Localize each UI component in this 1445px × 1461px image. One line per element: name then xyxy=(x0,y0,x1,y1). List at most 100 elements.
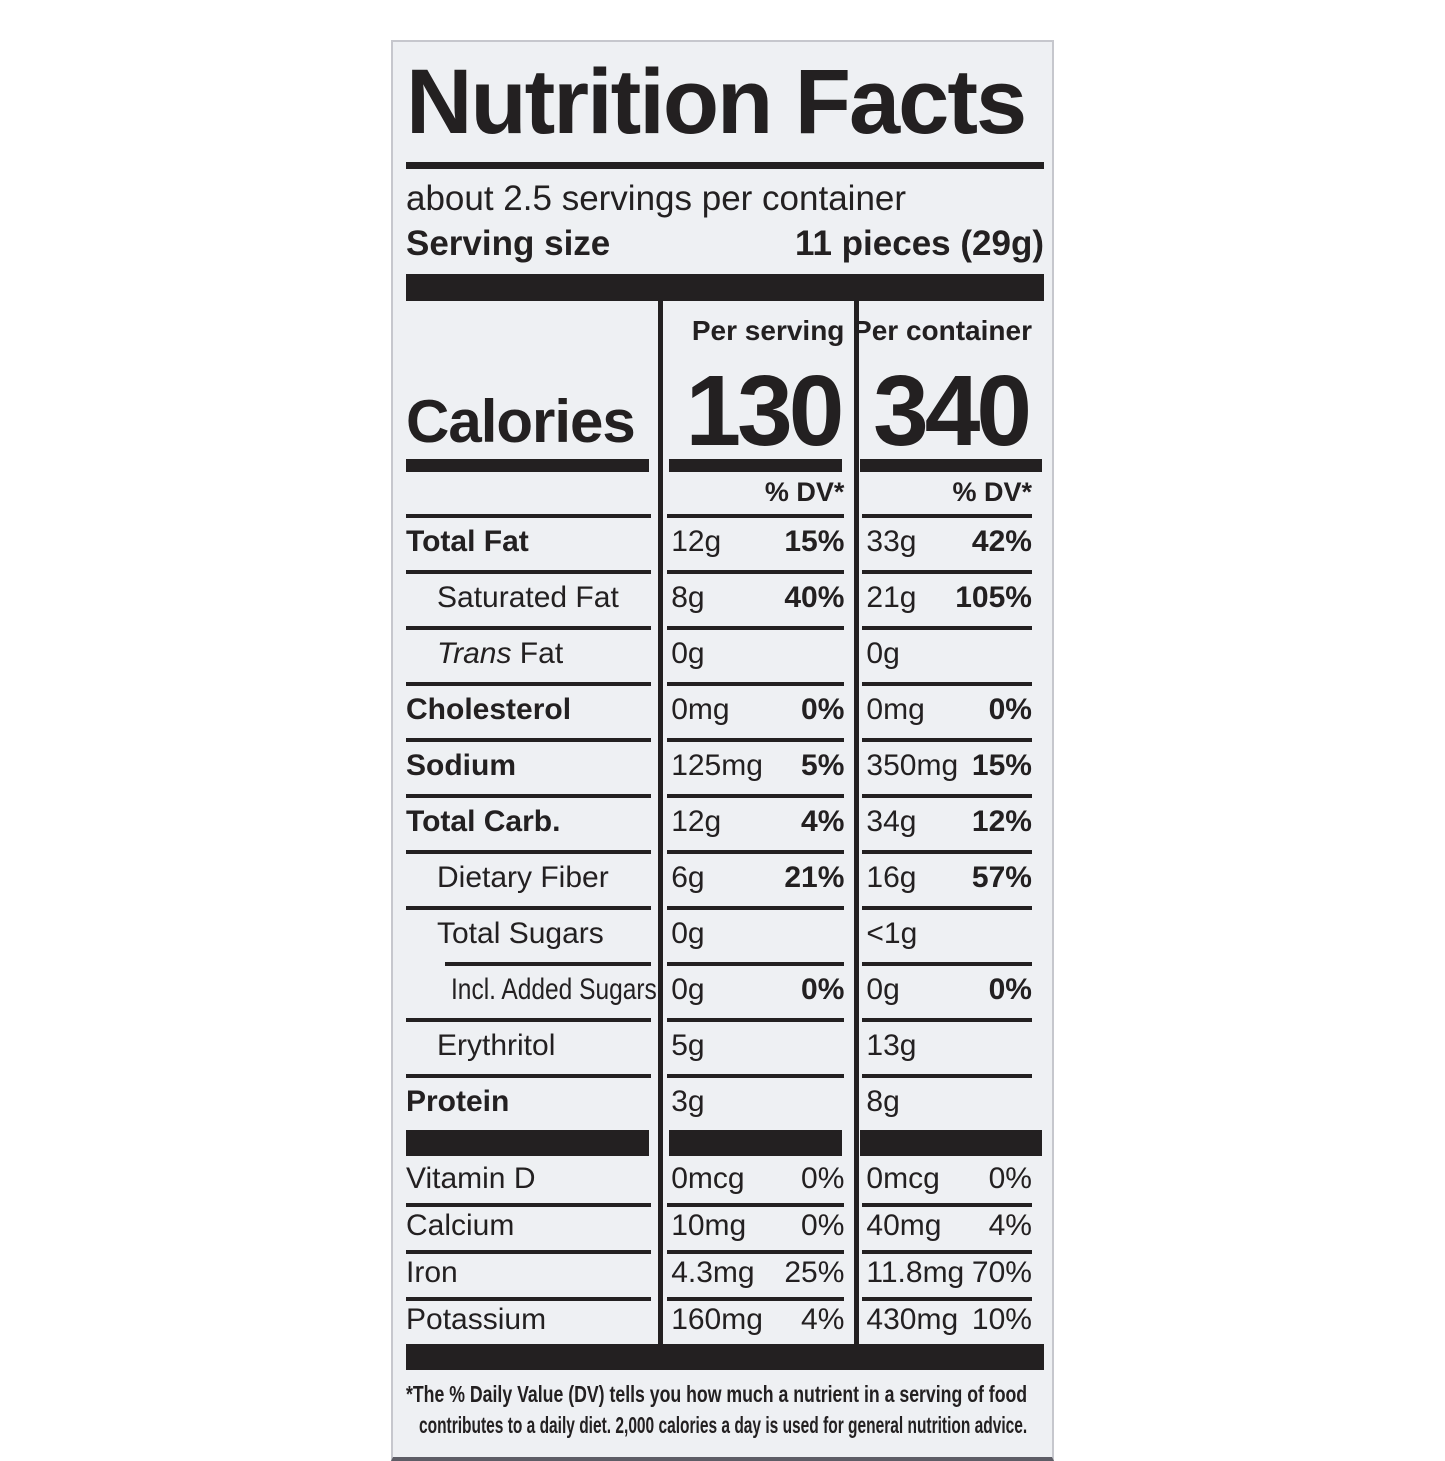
rule xyxy=(406,1073,652,1078)
rule xyxy=(667,1296,845,1301)
nutrient-row-trans-fat: Trans Fat 0g 0g xyxy=(406,625,1044,682)
amount: 11.8mg xyxy=(866,1256,965,1290)
rule xyxy=(667,849,845,854)
per-container-cell: 21g 105% xyxy=(856,569,1044,626)
rule xyxy=(862,513,1032,518)
per-serving-cell: 125mg 5% xyxy=(661,737,856,794)
nutrient-name: Calcium xyxy=(406,1209,515,1243)
per-serving-cell: 0mg 0% xyxy=(661,681,856,738)
daily-value: 0% xyxy=(801,972,845,1006)
daily-value: 25% xyxy=(784,1256,845,1290)
rule xyxy=(406,905,652,910)
bar-segment xyxy=(669,1129,843,1156)
nutrient-name: Cholesterol xyxy=(406,692,572,726)
amount: 10mg xyxy=(671,1209,747,1243)
daily-value: 0% xyxy=(988,692,1032,726)
daily-value: 105% xyxy=(955,580,1032,614)
nutrient-name: Incl. Added Sugars xyxy=(451,972,657,1006)
servings-per-container: about 2.5 servings per container xyxy=(406,178,907,218)
per-container-cell: 350mg 15% xyxy=(856,737,1044,794)
amount: 33g xyxy=(866,524,917,558)
per-container-cell: 430mg 10% xyxy=(856,1296,1044,1344)
rule xyxy=(406,681,652,686)
nutrient-name-cell: Erythritol xyxy=(406,1017,661,1074)
bar-segment xyxy=(406,458,650,472)
bar-segment xyxy=(860,458,1042,472)
nutrient-name: Total Sugars xyxy=(437,916,604,950)
dv-header-row: % DV* % DV* xyxy=(406,472,1044,514)
serving-size-row: Serving size 11 pieces (29g) xyxy=(406,224,1044,264)
amount: 0mcg xyxy=(866,1162,940,1196)
per-serving-cell: 4.3mg 25% xyxy=(661,1249,856,1297)
nutrient-name-cell: Vitamin D xyxy=(406,1156,661,1203)
footnote-line-1: *The % Daily Value (DV) tells you how mu… xyxy=(406,1380,1028,1407)
amount: 0g xyxy=(866,972,900,1006)
amount: 34g xyxy=(866,804,917,838)
amount: 21g xyxy=(866,580,917,614)
amount: <1g xyxy=(866,916,918,950)
calories-underline-bars xyxy=(406,458,1044,472)
nutrient-row-potassium: Potassium 160mg 4% 430mg 10% xyxy=(406,1296,1044,1344)
per-serving-cell: 3g xyxy=(661,1073,856,1130)
calories-per-serving: 130 xyxy=(685,354,845,467)
daily-value: 15% xyxy=(971,748,1032,782)
daily-value: 15% xyxy=(784,524,845,558)
panel-title: Nutrition Facts xyxy=(406,51,1027,153)
amount: 0mg xyxy=(866,692,925,726)
daily-value: 0% xyxy=(801,692,845,726)
bar-segment xyxy=(406,1129,650,1156)
daily-value: 4% xyxy=(988,1209,1032,1243)
rule xyxy=(406,625,652,630)
amount: 16g xyxy=(866,860,917,894)
spacer-cell xyxy=(406,472,661,514)
rule xyxy=(862,849,1032,854)
per-container-cell: 40mg 4% xyxy=(856,1202,1044,1250)
rule xyxy=(406,513,652,518)
amount: 3g xyxy=(671,1084,705,1118)
amount: 6g xyxy=(671,860,705,894)
nutrient-name: Protein xyxy=(406,1084,510,1118)
rule xyxy=(406,569,652,574)
nutrient-name: Erythritol xyxy=(437,1028,556,1062)
rule xyxy=(667,961,845,966)
rule xyxy=(667,569,845,574)
nutrient-name-cell: Protein xyxy=(406,1073,661,1130)
calories-row: Calories 130 340 xyxy=(406,349,1044,467)
amount: 0g xyxy=(866,636,900,670)
calories-per-serving-cell: 130 xyxy=(661,349,856,467)
rule xyxy=(862,1249,1032,1254)
rule xyxy=(667,513,845,518)
nutrient-row-calcium: Calcium 10mg 0% 40mg 4% xyxy=(406,1202,1044,1250)
nutrient-name: Total Fat xyxy=(406,524,529,558)
nutrient-row-dietary-fiber: Dietary Fiber 6g 21% 16g 57% xyxy=(406,849,1044,906)
rule xyxy=(862,905,1032,910)
nutrient-name: Sodium xyxy=(406,748,516,782)
nutrient-name: Trans Fat xyxy=(437,636,564,670)
amount: 430mg xyxy=(866,1303,959,1337)
calories-label: Calories xyxy=(406,388,636,456)
amount: 5g xyxy=(671,1028,705,1062)
nutrient-name: Dietary Fiber xyxy=(437,860,609,894)
nutrient-name-cell: Total Carb. xyxy=(406,793,661,850)
per-serving-cell: 0g xyxy=(661,625,856,682)
rule xyxy=(667,737,845,742)
rule xyxy=(406,1296,652,1301)
per-container-cell: <1g xyxy=(856,905,1044,962)
rule xyxy=(862,1296,1032,1301)
nutrient-name: Total Carb. xyxy=(406,804,561,838)
per-container-cell: 34g 12% xyxy=(856,793,1044,850)
per-container-cell: 0mcg 0% xyxy=(856,1156,1044,1203)
nutrient-name-cell: Total Sugars xyxy=(406,905,661,962)
per-serving-cell: 10mg 0% xyxy=(661,1202,856,1250)
rule xyxy=(406,1249,652,1254)
nutrient-name: Iron xyxy=(406,1256,458,1290)
rule xyxy=(406,737,652,742)
nutrient-name-cell: Total Fat xyxy=(406,513,661,570)
rule xyxy=(862,737,1032,742)
daily-value: 0% xyxy=(801,1209,845,1243)
section-bar-vitamins xyxy=(406,1129,1044,1156)
rule xyxy=(667,625,845,630)
amount: 12g xyxy=(671,804,722,838)
rule xyxy=(667,905,845,910)
nutrient-row-total-fat: Total Fat 12g 15% 33g 42% xyxy=(406,513,1044,570)
